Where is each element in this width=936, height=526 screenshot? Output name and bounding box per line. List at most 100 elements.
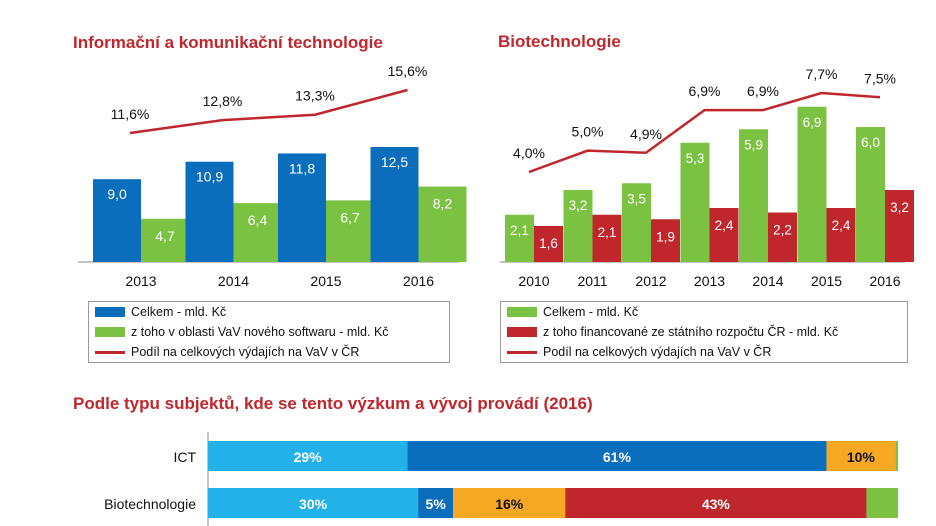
ict-legend: Celkem - mld. Kč z toho v oblasti VaV no… (88, 301, 450, 363)
subjects-category-0: ICT (173, 449, 196, 465)
ict-label-sub-2016: 8,2 (433, 196, 453, 212)
ict-bar-sub-2013 (141, 218, 189, 262)
bio-x-tick-2011: 2011 (577, 273, 607, 289)
bio-legend-swatch-line (507, 350, 537, 354)
ict-legend-item-software: z toho v oblasti VaV nového softwaru - m… (89, 322, 449, 342)
ict-bar-sub-2015 (326, 200, 374, 262)
bio-bar-total-2014 (739, 129, 768, 262)
bio-legend-item-state: z toho financované ze státního rozpočtu … (501, 322, 907, 342)
subjects-segment-0-1 (407, 441, 827, 471)
ict-line-label-2014: 12,8% (203, 93, 243, 109)
bio-chart-title: Biotechnologie (498, 32, 621, 51)
bio-bar-total-2011 (563, 190, 593, 262)
ict-chart-title: Informační a komunikační technologie (73, 33, 383, 52)
ict-label-total-2013: 9,0 (107, 186, 127, 202)
subjects-segment-0-2 (826, 441, 896, 471)
bio-line-label-2016: 7,5% (864, 70, 896, 86)
bio-label-sub-2012: 1,9 (656, 229, 675, 244)
bio-bar-total-2015 (797, 106, 827, 262)
bio-line-label-2015: 7,7% (806, 66, 838, 82)
bio-label-sub-2014: 2,2 (773, 223, 792, 238)
subjects-segment-0-0 (208, 441, 408, 471)
bio-line-label-2012: 4,9% (630, 126, 662, 142)
ict-bar-sub-2014 (233, 203, 282, 262)
bio-bar-sub-2016 (885, 190, 914, 262)
ict-legend-item-share: Podíl na celkových výdajích na VaV v ČR (89, 342, 449, 362)
bio-legend-label-total: Celkem - mld. Kč (543, 305, 639, 319)
subjects-label-1-0: 30% (299, 496, 328, 512)
ict-label-total-2016: 12,5 (381, 154, 408, 170)
bio-label-total-2016: 6,0 (861, 135, 880, 150)
bio-legend-swatch-green (507, 307, 537, 317)
ict-x-tick-2015: 2015 (310, 273, 341, 289)
bio-share-line (528, 91, 881, 174)
bio-x-tick-2012: 2012 (635, 273, 666, 289)
bio-line-label-2013: 6,9% (689, 83, 721, 99)
ict-bar-total-2013 (93, 179, 141, 262)
subjects-segment-0-4 (895, 441, 898, 471)
subjects-segment-1-3 (565, 488, 867, 518)
bio-label-sub-2013: 2,4 (715, 218, 734, 233)
subjects-label-0-0: 29% (294, 449, 323, 465)
ict-line-label-2015: 13,3% (295, 88, 335, 104)
bio-bar-sub-2010 (534, 226, 563, 262)
bio-line-label-2010: 4,0% (513, 145, 545, 161)
ict-x-tick-2014: 2014 (218, 273, 249, 289)
bio-bar-sub-2014 (768, 212, 797, 262)
bio-bar-sub-2013 (709, 208, 739, 262)
ict-bar-total-2014 (185, 161, 234, 262)
bio-bar-sub-2012 (651, 219, 680, 262)
bio-bar-total-2016 (856, 127, 885, 262)
bio-label-sub-2010: 1,6 (539, 236, 558, 251)
ict-label-sub-2013: 4,7 (155, 228, 175, 244)
bio-line-label-2014: 6,9% (747, 83, 779, 99)
ict-x-tick-2013: 2013 (125, 273, 156, 289)
subjects-segment-1-4 (866, 488, 898, 518)
bio-legend-label-share: Podíl na celkových výdajích na VaV v ČR (543, 345, 772, 359)
subjects-label-1-2: 16% (495, 496, 524, 512)
bio-bar-sub-2011 (592, 214, 622, 262)
bio-x-tick-2010: 2010 (518, 273, 549, 289)
bio-label-total-2012: 3,5 (627, 191, 646, 206)
bio-x-tick-2014: 2014 (752, 273, 783, 289)
ict-bar-total-2015 (278, 153, 326, 262)
bio-label-sub-2015: 2,4 (832, 218, 851, 233)
bio-legend-label-state: z toho financované ze státního rozpočtu … (543, 325, 839, 339)
bio-label-total-2010: 2,1 (510, 223, 529, 238)
bio-label-sub-2016: 3,2 (890, 200, 909, 215)
bio-line-label-2011: 5,0% (572, 124, 604, 140)
subjects-label-1-3: 43% (702, 496, 731, 512)
subjects-segment-1-1 (418, 488, 454, 518)
ict-legend-swatch-blue (95, 307, 125, 317)
bio-label-total-2013: 5,3 (686, 151, 705, 166)
bio-label-sub-2011: 2,1 (598, 225, 617, 240)
ict-legend-label-total: Celkem - mld. Kč (131, 305, 227, 319)
bio-bar-total-2012 (622, 183, 651, 262)
bio-label-total-2015: 6,9 (803, 115, 822, 130)
subjects-segment-1-0 (208, 488, 419, 518)
subjects-category-1: Biotechnologie (104, 496, 196, 512)
ict-label-total-2015: 11,8 (289, 160, 315, 176)
ict-legend-swatch-green (95, 327, 125, 337)
subjects-label-0-1: 61% (603, 449, 632, 465)
bio-x-tick-2015: 2015 (811, 273, 842, 289)
ict-legend-swatch-line (95, 350, 125, 354)
bio-legend: Celkem - mld. Kč z toho financované ze s… (500, 301, 908, 363)
bio-x-tick-2016: 2016 (869, 273, 900, 289)
ict-legend-item-total: Celkem - mld. Kč (89, 302, 449, 322)
ict-bar-sub-2016 (418, 186, 467, 262)
bio-x-tick-2013: 2013 (694, 273, 725, 289)
bio-bar-total-2010 (505, 214, 534, 262)
ict-legend-label-share: Podíl na celkových výdajích na VaV v ČR (131, 345, 360, 359)
bio-label-total-2011: 3,2 (569, 198, 588, 213)
bio-bar-sub-2015 (826, 208, 856, 262)
ict-line-label-2016: 15,6% (388, 63, 428, 79)
bio-legend-item-total: Celkem - mld. Kč (501, 302, 907, 322)
subjects-label-1-1: 5% (426, 496, 447, 512)
ict-share-line (129, 88, 408, 135)
ict-bar-total-2016 (370, 147, 419, 262)
ict-label-total-2014: 10,9 (196, 169, 223, 185)
bio-bar-total-2013 (680, 142, 710, 262)
ict-x-tick-2016: 2016 (403, 273, 434, 289)
